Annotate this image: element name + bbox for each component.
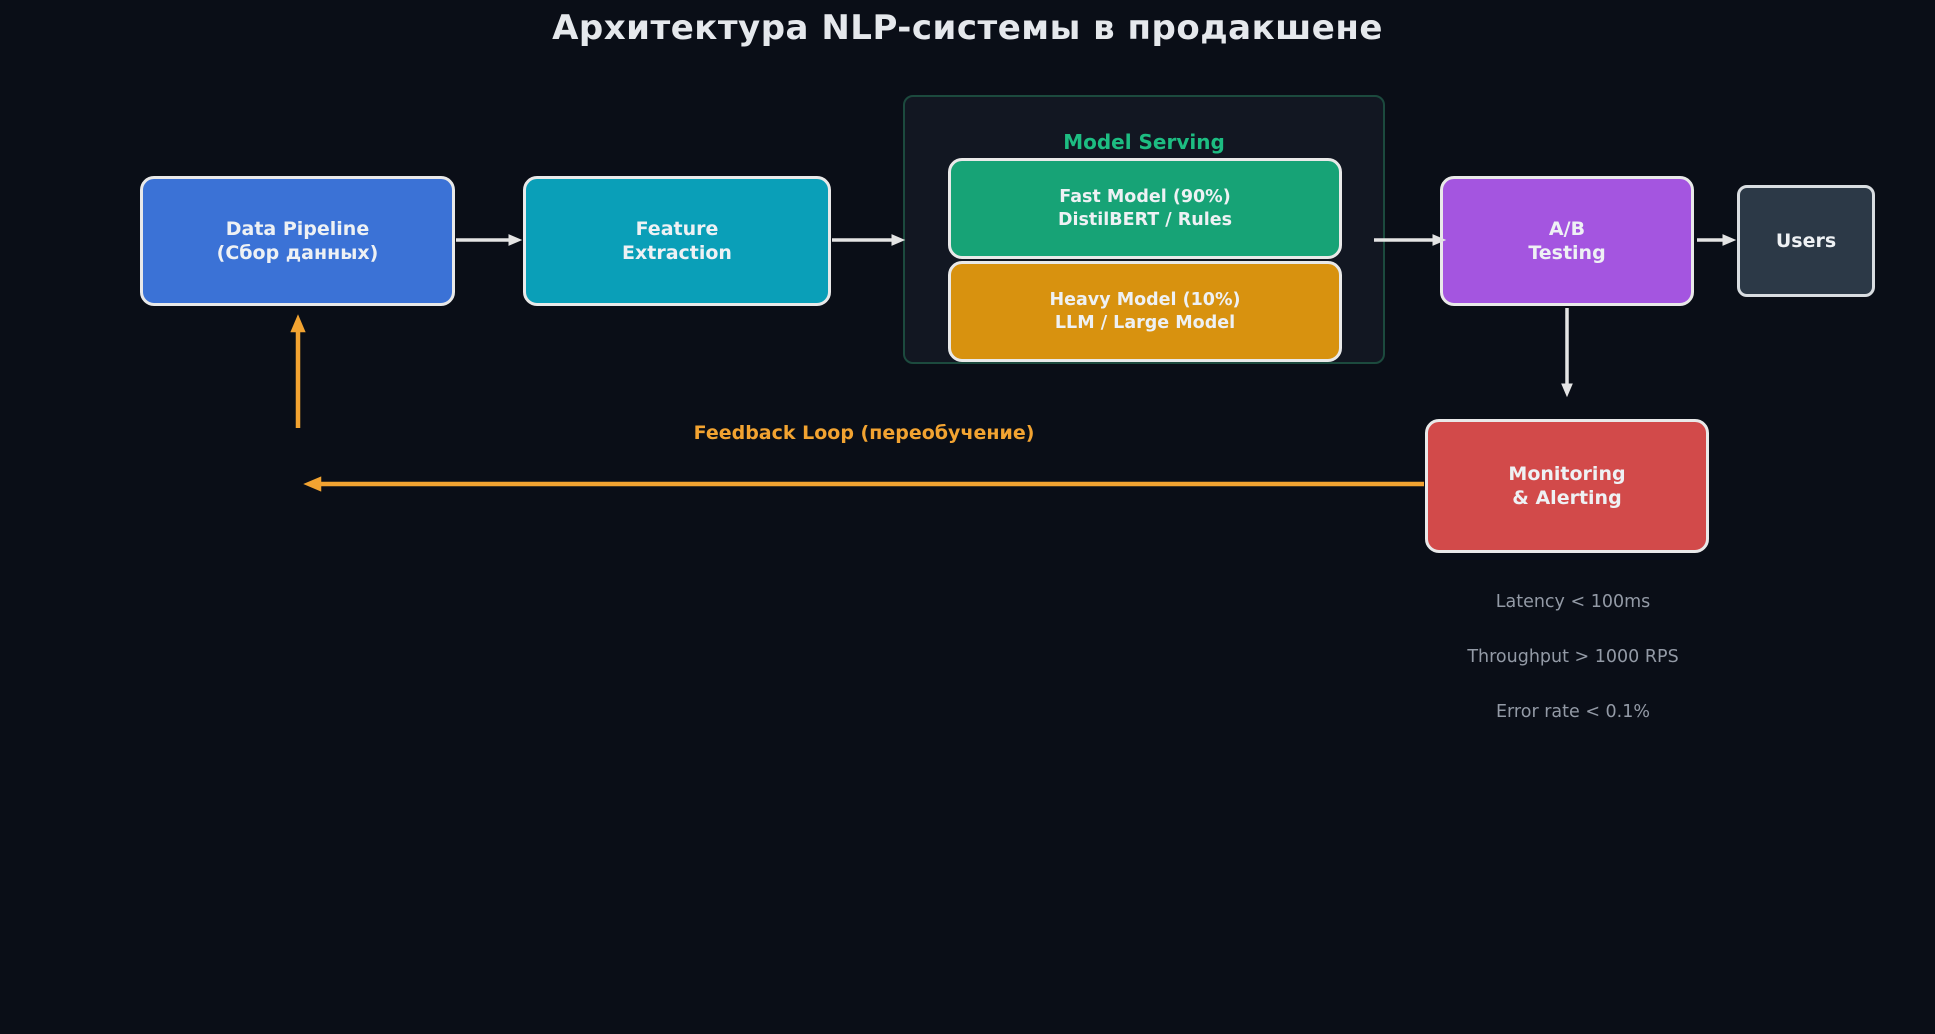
node-monitoring-alerting: Monitoring & Alerting xyxy=(1425,419,1709,553)
node-heavy-model-label-line2: LLM / Large Model xyxy=(1054,312,1236,333)
node-fast-model: Fast Model (90%) DistilBERT / Rules xyxy=(948,158,1342,259)
node-fast-model-label-line1: Fast Model (90%) xyxy=(1059,186,1231,207)
node-feature-extraction-label-line2: Extraction xyxy=(622,242,732,264)
node-monitoring-label-line2: & Alerting xyxy=(1512,487,1622,509)
node-data-pipeline-label-line2: (Сбор данных) xyxy=(216,242,379,264)
node-heavy-model-label-line1: Heavy Model (10%) xyxy=(1049,289,1241,310)
metric-throughput: Throughput > 1000 RPS xyxy=(1467,647,1679,667)
node-feature-extraction: Feature Extraction xyxy=(523,176,831,306)
node-monitoring-label-line1: Monitoring xyxy=(1508,463,1626,485)
node-ab-testing-label-line2: Testing xyxy=(1528,242,1606,264)
node-heavy-model: Heavy Model (10%) LLM / Large Model xyxy=(948,261,1342,362)
node-users-label: Users xyxy=(1775,230,1837,252)
model-serving-label: Model Serving xyxy=(1063,130,1225,154)
feedback-loop-label: Feedback Loop (переобучение) xyxy=(693,422,1035,444)
node-data-pipeline-label-line1: Data Pipeline xyxy=(225,218,370,240)
diagram-title: Архитектура NLP-системы в продакшене xyxy=(552,8,1383,48)
metric-latency: Latency < 100ms xyxy=(1495,592,1651,612)
metric-error-rate: Error rate < 0.1% xyxy=(1495,702,1651,722)
node-ab-testing-label-line1: A/B xyxy=(1548,218,1586,240)
node-data-pipeline: Data Pipeline (Сбор данных) xyxy=(140,176,455,306)
node-ab-testing: A/B Testing xyxy=(1440,176,1694,306)
node-feature-extraction-label-line1: Feature xyxy=(635,218,719,240)
container-model-serving: Model Serving Fast Model (90%) DistilBER… xyxy=(903,95,1385,364)
node-fast-model-label-line2: DistilBERT / Rules xyxy=(1057,209,1233,230)
node-users: Users xyxy=(1737,185,1875,297)
